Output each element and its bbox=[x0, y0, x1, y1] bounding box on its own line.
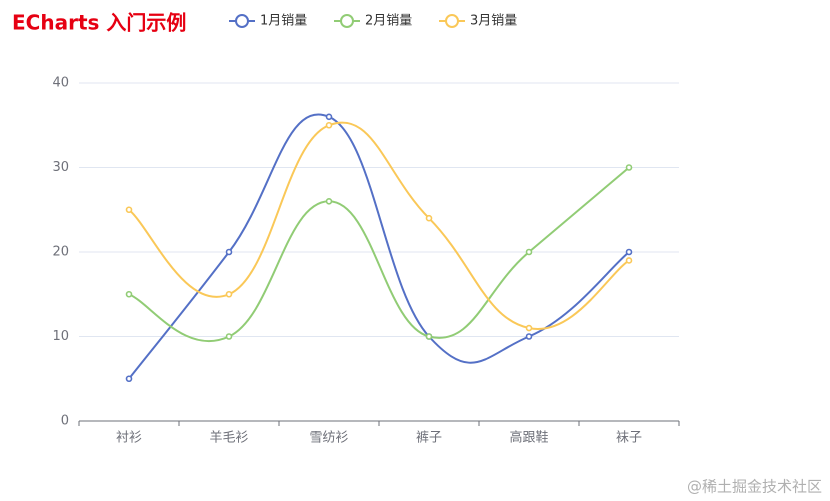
data-point bbox=[225, 290, 233, 298]
data-point bbox=[625, 164, 633, 171]
y-tick-label: 40 bbox=[52, 76, 69, 91]
legend-label[interactable]: 2月销量 bbox=[365, 14, 412, 29]
x-tick-label: 雪纺衫 bbox=[309, 431, 348, 446]
x-tick-label: 衬衫 bbox=[116, 431, 142, 446]
data-point bbox=[125, 375, 133, 383]
legend-marker[interactable] bbox=[445, 14, 459, 28]
x-tick-label: 裤子 bbox=[416, 431, 442, 446]
legend-label[interactable]: 1月销量 bbox=[260, 14, 307, 29]
x-tick-label: 袜子 bbox=[616, 431, 642, 446]
data-point bbox=[325, 113, 333, 121]
data-point bbox=[325, 198, 333, 205]
data-point bbox=[525, 324, 533, 332]
y-tick-label: 0 bbox=[61, 414, 69, 429]
legend-marker[interactable] bbox=[340, 14, 354, 28]
data-point bbox=[425, 214, 433, 222]
y-tick-label: 30 bbox=[52, 160, 69, 175]
watermark: @稀土掘金技术社区 bbox=[687, 478, 822, 496]
x-tick-label: 高跟鞋 bbox=[509, 430, 548, 446]
x-tick-label: 羊毛衫 bbox=[209, 430, 248, 446]
data-point bbox=[225, 333, 233, 340]
data-point bbox=[425, 333, 433, 340]
data-point bbox=[525, 333, 533, 340]
data-point bbox=[525, 248, 533, 256]
y-tick-label: 20 bbox=[52, 245, 69, 260]
data-point bbox=[325, 121, 333, 129]
legend-label[interactable]: 3月销量 bbox=[470, 14, 517, 29]
legend-marker[interactable] bbox=[235, 14, 249, 28]
y-tick-label: 10 bbox=[52, 329, 69, 344]
data-point bbox=[125, 290, 133, 298]
data-point bbox=[625, 248, 633, 256]
data-point bbox=[225, 248, 233, 256]
data-point bbox=[125, 206, 133, 214]
chart-title: ECharts 入门示例 bbox=[12, 11, 186, 35]
data-point bbox=[625, 257, 633, 264]
